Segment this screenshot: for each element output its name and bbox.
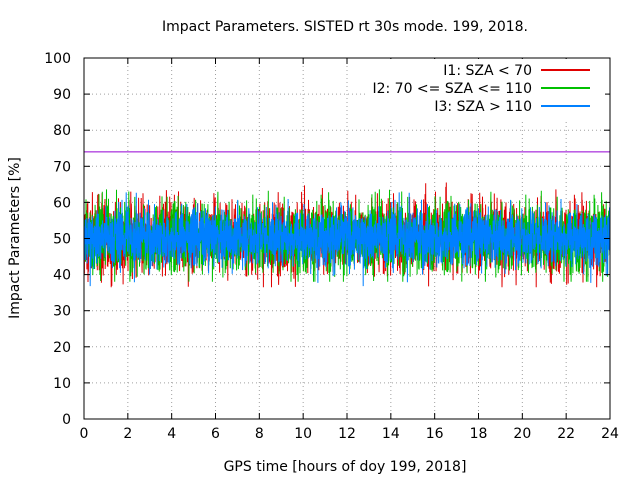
ticks-layer: 0 2 4 6 8 10 12 14 16 18 20 22 240102030405060708090… <box>44 51 619 442</box>
x-tick-label: 16 <box>426 426 444 442</box>
x-tick-label: 22 <box>557 426 575 442</box>
legend-label-i3: I3: SZA > 110 <box>434 99 532 115</box>
x-tick-label: 6 <box>211 426 220 442</box>
y-tick-label: 100 <box>44 51 71 67</box>
y-tick-label: 90 <box>53 87 71 103</box>
y-tick-label: 80 <box>53 123 71 139</box>
x-tick-label: 14 <box>382 426 400 442</box>
chart-title: Impact Parameters. SISTED rt 30s mode. 1… <box>162 19 528 35</box>
series-line-i3 <box>83 192 611 287</box>
legend-label-i1: I1: SZA < 70 <box>443 63 532 79</box>
x-tick-label: 10 <box>294 426 312 442</box>
y-tick-label: 50 <box>53 232 71 248</box>
x-tick-label: 8 <box>255 426 264 442</box>
y-tick-label: 70 <box>53 159 71 175</box>
x-axis-label: GPS time [hours of doy 199, 2018] <box>224 459 467 475</box>
y-tick-label: 30 <box>53 304 71 320</box>
x-tick-label: 2 <box>123 426 132 442</box>
y-tick-label: 60 <box>53 195 71 211</box>
x-tick-label: 4 <box>167 426 176 442</box>
legend: I1: SZA < 70 I2: 70 <= SZA <= 110 I3: SZ… <box>365 59 605 119</box>
x-tick-label: 0 <box>80 426 89 442</box>
series-layer <box>83 182 611 288</box>
x-tick-label: 12 <box>338 426 356 442</box>
x-tick-label: 18 <box>470 426 488 442</box>
y-axis-label: Impact Parameters [%] <box>7 157 23 319</box>
x-tick-label: 24 <box>601 426 619 442</box>
y-tick-label: 10 <box>53 376 71 392</box>
y-tick-label: 0 <box>62 412 71 428</box>
y-tick-label: 40 <box>53 268 71 284</box>
y-tick-label: 20 <box>53 340 71 356</box>
plot-frame <box>83 57 611 420</box>
x-tick-label: 20 <box>513 426 531 442</box>
legend-label-i2: I2: 70 <= SZA <= 110 <box>372 81 532 97</box>
series-line-i2 <box>83 189 611 282</box>
